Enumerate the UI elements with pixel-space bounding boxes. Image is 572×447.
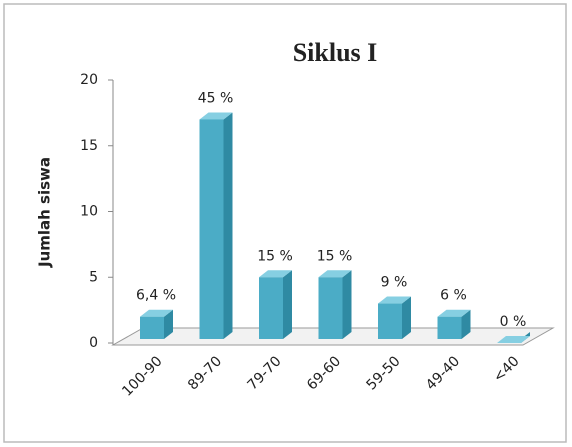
y-tick-label: 10: [80, 204, 98, 220]
bar-top: [497, 336, 530, 343]
bar-percent-label: 6,4 %: [136, 288, 176, 304]
chart-title: Siklus I: [293, 38, 378, 67]
bar-top: [140, 309, 173, 317]
bar-percent-label: 9 %: [381, 275, 408, 291]
bar-side: [164, 309, 173, 339]
bar-percent-label: 6 %: [440, 288, 467, 304]
bar-side: [223, 112, 233, 339]
y-axis-label: Jumlah siswa: [36, 157, 54, 268]
bar-percent-label: 15 %: [317, 248, 353, 264]
bar-percent-label: 45 %: [198, 90, 234, 106]
bar: [378, 303, 402, 339]
bar-top: [437, 309, 471, 317]
bar-side: [342, 270, 352, 339]
bar-percent-label: 15 %: [257, 248, 293, 264]
bar-top: [259, 270, 292, 278]
bar-side: [402, 296, 411, 339]
y-tick-label: 5: [89, 269, 98, 285]
bar-side: [283, 270, 292, 339]
bar-top: [378, 296, 411, 304]
y-tick-label: 20: [80, 72, 98, 88]
bar-side: [461, 309, 471, 339]
y-tick-label: 0: [89, 335, 98, 351]
bar: [259, 277, 283, 339]
bar-top: [318, 270, 352, 278]
y-tick-label: 15: [80, 138, 98, 154]
bar-top: [199, 112, 233, 120]
chart-frame: [3, 3, 567, 443]
bar: [140, 316, 164, 339]
bar: [437, 316, 462, 339]
bar: [318, 277, 343, 339]
bar: [199, 119, 224, 339]
bar-percent-label: 0 %: [500, 314, 527, 330]
